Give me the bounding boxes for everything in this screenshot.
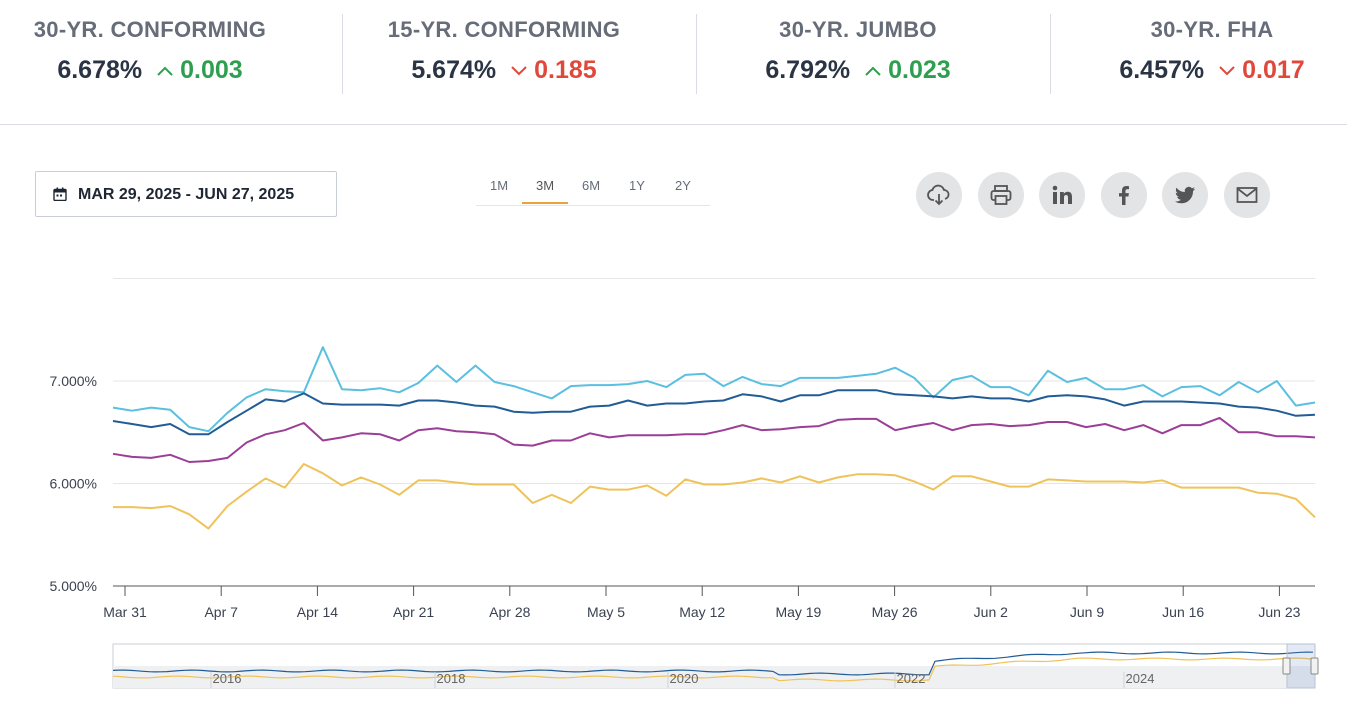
stat-values: 6.678% 0.003 xyxy=(0,56,310,85)
stat-label: 15-YR. CONFORMING xyxy=(387,17,621,42)
y-tick-label: 5.000% xyxy=(50,578,97,594)
rates-line-chart: 5.000% 6.000% 7.000% Mar 31 Apr 7 Apr 14 Apr 2… xyxy=(50,278,1319,689)
stat-30-yr-fha: 30-YR. FHA 6.457% 0.017 xyxy=(1052,0,1347,110)
linkedin-button[interactable] xyxy=(1039,172,1085,218)
range-button-1y[interactable]: 1Y xyxy=(629,178,645,193)
navigator-handle-right xyxy=(1310,657,1319,675)
series-line-15yr xyxy=(113,463,1316,530)
stat-label: 30-YR. FHA xyxy=(1150,17,1274,42)
stat-rate: 5.674% xyxy=(411,56,497,84)
y-tick-label: 7.000% xyxy=(50,373,97,389)
facebook-button[interactable] xyxy=(1101,172,1147,218)
date-range-picker[interactable]: MAR 29, 2025 - JUN 27, 2025 xyxy=(35,171,337,217)
chevron-up-icon xyxy=(865,66,881,77)
range-selector: 1M 3M 6M 1Y 2Y xyxy=(476,172,710,206)
navigator-series xyxy=(112,651,1314,676)
range-button-3m[interactable]: 3M xyxy=(522,172,568,204)
print-icon xyxy=(990,185,1012,205)
x-tick-label: Apr 21 xyxy=(393,604,434,620)
range-button-2y[interactable]: 2Y xyxy=(675,178,691,193)
stat-label: 30-YR. CONFORMING xyxy=(33,17,267,42)
print-button[interactable] xyxy=(978,172,1024,218)
stat-values: 6.792% 0.023 xyxy=(698,56,1018,85)
chevron-down-icon xyxy=(511,66,527,76)
stat-change: 0.003 xyxy=(180,56,243,84)
stat-divider xyxy=(696,14,697,94)
stat-label: 30-YR. JUMBO xyxy=(779,17,937,42)
stat-30-yr-jumbo: 30-YR. JUMBO 6.792% 0.023 xyxy=(698,0,1018,110)
email-icon xyxy=(1236,187,1258,203)
stat-divider xyxy=(342,14,343,94)
navigator-series xyxy=(112,657,1314,682)
stat-change: 0.185 xyxy=(534,56,597,84)
stat-values: 6.457% 0.017 xyxy=(1052,56,1347,85)
chevron-up-icon xyxy=(157,66,173,77)
calendar-icon xyxy=(53,187,67,201)
y-tick-label: 6.000% xyxy=(50,476,97,492)
navigator-handle-left xyxy=(1282,657,1291,675)
stat-change: 0.017 xyxy=(1242,56,1305,84)
navigator-label: 2024 xyxy=(1126,671,1155,686)
download-button[interactable] xyxy=(916,172,962,218)
x-tick-label: May 19 xyxy=(775,604,821,620)
date-range-text: MAR 29, 2025 - JUN 27, 2025 xyxy=(78,186,295,203)
navigator-label: 2016 xyxy=(213,671,242,686)
x-tick-label: Jun 2 xyxy=(974,604,1008,620)
x-tick-label: Jun 9 xyxy=(1070,604,1104,620)
twitter-icon xyxy=(1175,186,1195,204)
navigator-label: 2018 xyxy=(437,671,466,686)
x-tick-label: May 26 xyxy=(872,604,918,620)
x-tick-label: Mar 31 xyxy=(103,604,147,620)
stat-divider xyxy=(1050,14,1051,94)
x-tick-label: May 5 xyxy=(587,604,625,620)
stat-rate: 6.792% xyxy=(765,56,851,84)
series-line-fha xyxy=(112,416,1316,463)
navigator-label: 2020 xyxy=(670,671,699,686)
stat-rate: 6.678% xyxy=(57,56,143,84)
x-tick-label: Jun 16 xyxy=(1162,604,1204,620)
navigator-label: 2022 xyxy=(897,671,926,686)
twitter-button[interactable] xyxy=(1162,172,1208,218)
x-tick-label: Jun 23 xyxy=(1258,604,1300,620)
email-button[interactable] xyxy=(1224,172,1270,218)
linkedin-icon xyxy=(1052,185,1072,204)
range-button-6m[interactable]: 6M xyxy=(581,178,601,193)
stat-change: 0.023 xyxy=(888,56,951,84)
download-icon xyxy=(927,184,950,206)
stat-rate: 6.457% xyxy=(1119,56,1205,84)
rate-summary-bar: 30-YR. CONFORMING 6.678% 0.003 15-YR. CONFO… xyxy=(0,0,1347,125)
stat-30-yr-conforming: 30-YR. CONFORMING 6.678% 0.003 xyxy=(0,0,310,110)
x-tick-label: Apr 28 xyxy=(489,604,530,620)
stat-values: 5.674% 0.185 xyxy=(344,56,664,85)
x-tick-label: May 12 xyxy=(679,604,725,620)
series-line-jumbo xyxy=(112,346,1316,433)
x-tick-label: Apr 14 xyxy=(297,604,338,620)
x-tick-label: Apr 7 xyxy=(204,604,238,620)
stat-15-yr-conforming: 15-YR. CONFORMING 5.674% 0.185 xyxy=(344,0,664,110)
series-line-30yr xyxy=(112,389,1316,436)
facebook-icon xyxy=(1119,186,1129,205)
range-button-1m[interactable]: 1M xyxy=(489,178,509,193)
chevron-down-icon xyxy=(1219,66,1235,76)
